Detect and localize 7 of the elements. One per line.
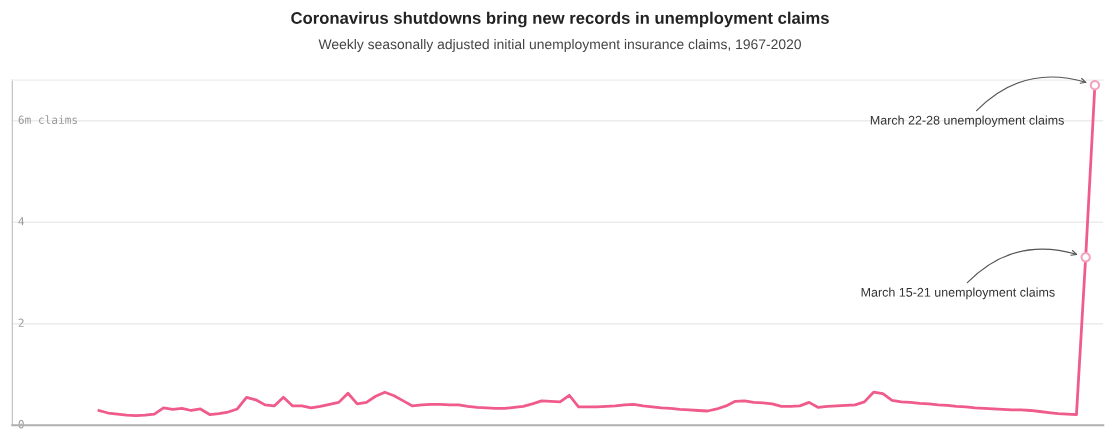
y-tick-label: 6m claims bbox=[18, 115, 77, 124]
annotation: March 15-21 unemployment claims bbox=[861, 287, 1055, 300]
y-tick-label: 4 bbox=[18, 217, 25, 226]
y-tick-label: 2 bbox=[18, 318, 24, 327]
annotation: March 22-28 unemployment claims bbox=[870, 115, 1064, 128]
chart-title: Coronavirus shutdowns bring new records in unemployment claims bbox=[291, 11, 829, 28]
chart-subtitle: Weekly seasonally adjusted initial unemployment insurance claims, 1967-2020 bbox=[318, 38, 801, 52]
